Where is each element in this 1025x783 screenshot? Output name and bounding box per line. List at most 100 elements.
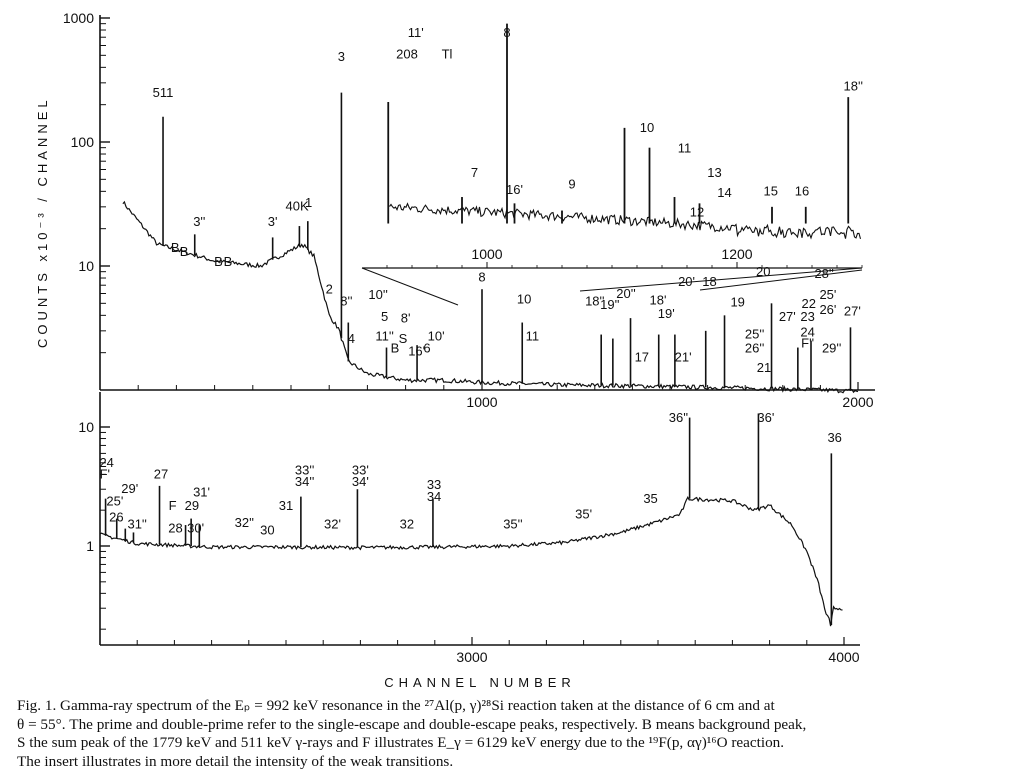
upper-peak-label: 18'' bbox=[585, 294, 604, 309]
lower-peak-label: 34 bbox=[427, 489, 441, 504]
insert-connector-left bbox=[361, 267, 459, 306]
upper-peak-label: F'' bbox=[801, 336, 814, 351]
lower-peak-label: 24 bbox=[99, 455, 113, 470]
upper-spectrum-line bbox=[122, 200, 859, 394]
lower-peak-label: 33 bbox=[427, 477, 441, 492]
upper-tick-marks: 1000 100 10 1000 2000 bbox=[63, 10, 874, 410]
lower-peak-label: 26 bbox=[109, 510, 123, 525]
upper-peak-label: 19'' bbox=[600, 297, 619, 312]
lower-peak-label: 33' bbox=[352, 462, 369, 477]
upper-peak-label: B bbox=[171, 240, 180, 255]
insert-connector-right-2 bbox=[699, 269, 863, 291]
upper-peak-label: 26'' bbox=[745, 341, 764, 356]
insert-x-tick-label: 1200 bbox=[721, 246, 752, 262]
upper-peak-label: 2 bbox=[326, 282, 333, 297]
insert-peak-label: 9 bbox=[568, 177, 575, 192]
insert-peak-label: Tl bbox=[442, 47, 453, 62]
lower-peak-label: 28 bbox=[168, 520, 182, 535]
insert-peak-label: 11' bbox=[408, 25, 424, 40]
insert-peak-labels: 11' 208 Tl 8 7 16' 9 10 11 12 13 14 15 16 18'' bbox=[396, 25, 863, 219]
insert-peak-label: 10 bbox=[640, 120, 654, 135]
upper-peak-lines bbox=[162, 92, 852, 391]
upper-peak-label: 20'' bbox=[616, 286, 635, 301]
figure-caption: Fig. 1. Gamma-ray spectrum of the Eₚ = 9… bbox=[17, 697, 1017, 771]
lower-peak-label: 36'' bbox=[669, 410, 688, 425]
upper-peak-label: 8' bbox=[401, 311, 411, 326]
upper-peak-label: 11 bbox=[526, 329, 540, 344]
insert-peak-lines bbox=[387, 23, 850, 224]
upper-peak-label: 3' bbox=[268, 214, 278, 229]
upper-peak-label: 8 bbox=[478, 269, 485, 284]
upper-peak-label: 18' bbox=[649, 292, 666, 307]
insert-peak-label: 8 bbox=[503, 25, 510, 40]
upper-peak-label: B bbox=[391, 341, 400, 356]
upper-peak-label: 10'' bbox=[368, 287, 387, 302]
lower-peak-label: 31' bbox=[193, 485, 210, 500]
insert-peak-label: 11 bbox=[678, 141, 692, 156]
lower-peak-label: 32 bbox=[400, 517, 414, 532]
lower-peak-label: 32' bbox=[324, 517, 341, 532]
lower-tick-marks: 10 1 3000 4000 bbox=[78, 419, 859, 665]
upper-peak-label: 27' bbox=[844, 303, 861, 318]
lower-peak-label: 30' bbox=[187, 520, 204, 535]
lower-peak-label: 30 bbox=[260, 522, 274, 537]
lower-peak-label: 25' bbox=[106, 493, 123, 508]
lower-x-tick-label: 4000 bbox=[828, 649, 859, 665]
y-axis-label: COUNTS x10⁻³ / CHANNEL bbox=[35, 96, 50, 348]
insert-x-tick-label: 1000 bbox=[471, 246, 502, 262]
upper-peak-label: 10 bbox=[517, 291, 531, 306]
lower-spectrum-line bbox=[99, 496, 843, 627]
lower-peak-label: 35'' bbox=[503, 517, 522, 532]
lower-peak-label: 29 bbox=[185, 498, 199, 513]
insert-peak-label: 18'' bbox=[844, 79, 863, 94]
upper-peak-label: 17 bbox=[635, 349, 649, 364]
lower-peak-label: 27 bbox=[154, 466, 168, 481]
x-axis-label: CHANNEL NUMBER bbox=[384, 675, 576, 690]
upper-peak-label: 40K bbox=[286, 199, 309, 214]
caption-line: θ = 55°. The prime and double-prime refe… bbox=[17, 715, 807, 733]
upper-peak-label: 19 bbox=[730, 295, 744, 310]
upper-peak-label: 511 bbox=[153, 85, 174, 100]
lower-peak-label: 36 bbox=[827, 430, 841, 445]
upper-peak-label: 3'' bbox=[193, 214, 205, 229]
lower-y-tick-label: 10 bbox=[78, 419, 94, 435]
lower-peak-label: 31 bbox=[279, 498, 293, 513]
lower-peak-label: 34' bbox=[352, 474, 369, 489]
upper-peak-label: 24 bbox=[800, 325, 814, 340]
upper-peak-label: 21' bbox=[675, 349, 692, 364]
upper-peak-label: 28'' bbox=[814, 266, 833, 281]
insert-connector-right bbox=[579, 267, 863, 292]
lower-peak-label: 36' bbox=[757, 410, 774, 425]
upper-peak-label: 27' bbox=[779, 309, 796, 324]
upper-peak-label: 3 bbox=[338, 49, 345, 64]
upper-peak-label: B bbox=[224, 254, 233, 269]
lower-peak-label: 35' bbox=[575, 507, 592, 522]
insert-peak-label: 15 bbox=[764, 184, 778, 199]
lower-peak-label: 35 bbox=[643, 491, 657, 506]
upper-peak-label: S bbox=[399, 331, 408, 346]
upper-peak-label: 16' bbox=[408, 343, 425, 358]
caption-line: Fig. 1. Gamma-ray spectrum of the Eₚ = 9… bbox=[17, 697, 775, 714]
upper-peak-label: 5 bbox=[381, 309, 388, 324]
insert-peak-label: 7 bbox=[471, 165, 478, 180]
lower-peak-label: 34'' bbox=[295, 474, 314, 489]
upper-peak-label: 20' bbox=[678, 274, 695, 289]
upper-peak-label: 26' bbox=[819, 302, 836, 317]
caption-line: The insert illustrates in more detail th… bbox=[17, 752, 454, 770]
lower-peak-label: 32'' bbox=[235, 515, 254, 530]
upper-peak-label: 29'' bbox=[822, 341, 841, 356]
insert-tick-marks: 1000 1200 bbox=[386, 246, 863, 268]
lower-x-tick-label: 3000 bbox=[456, 649, 487, 665]
insert-peak-label: 16' bbox=[506, 182, 523, 197]
lower-peak-label: 29' bbox=[121, 481, 138, 496]
upper-peak-label: 6 bbox=[423, 341, 430, 356]
insert-peak-label: 16 bbox=[795, 184, 809, 199]
upper-y-tick-label: 1000 bbox=[63, 10, 94, 26]
upper-peak-label: B bbox=[214, 254, 223, 269]
insert-peak-label: 13 bbox=[707, 165, 721, 180]
upper-peak-label: 18 bbox=[702, 274, 716, 289]
upper-peak-label: 10' bbox=[428, 329, 445, 344]
